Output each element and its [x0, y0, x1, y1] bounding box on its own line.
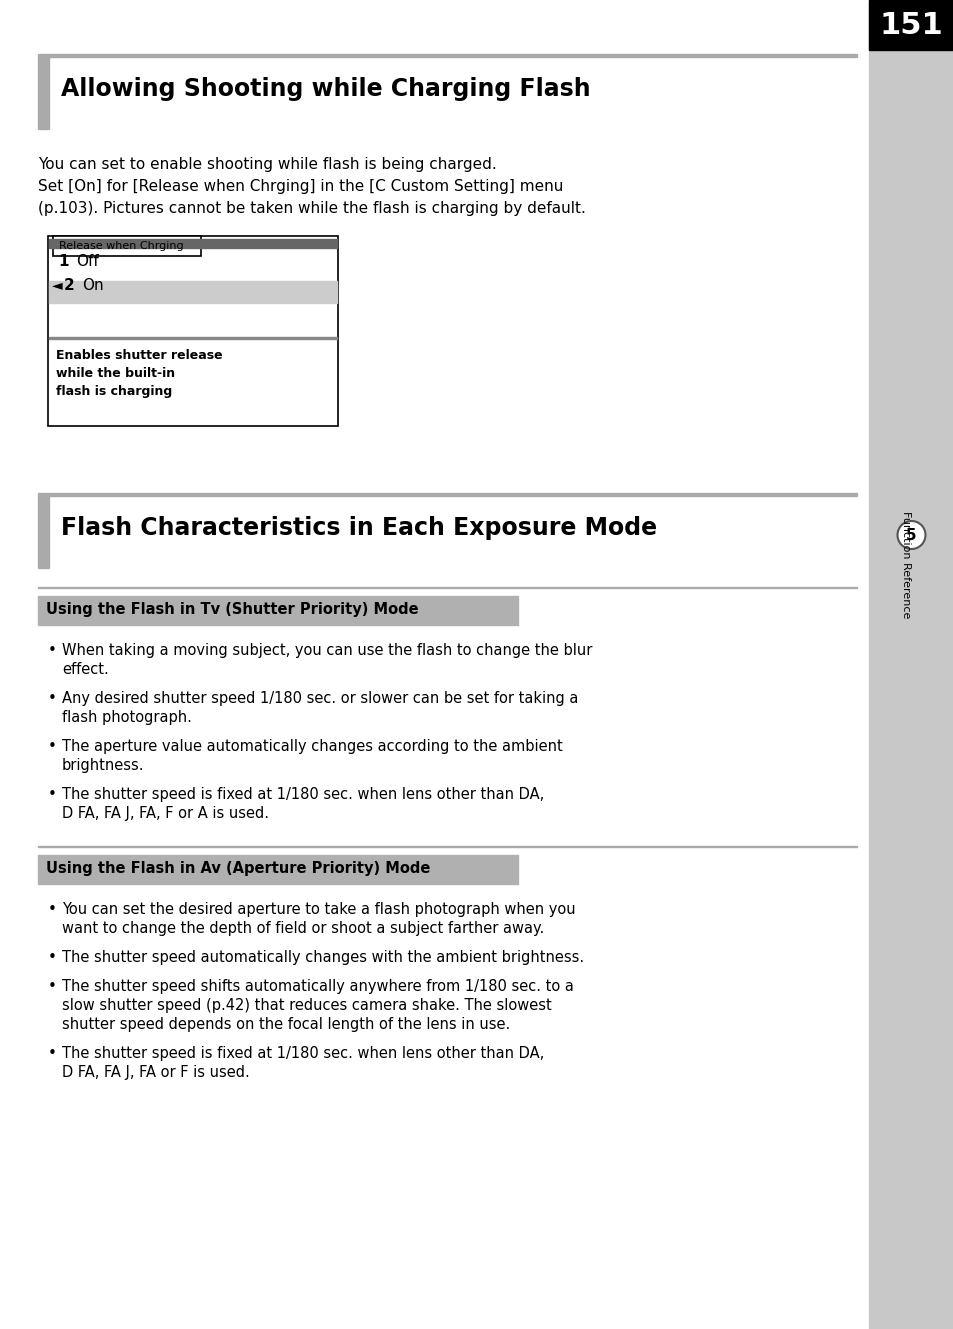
Text: The shutter speed is fixed at 1/180 sec. when lens other than DA,: The shutter speed is fixed at 1/180 sec.…: [62, 1046, 543, 1061]
Text: Flash Characteristics in Each Exposure Mode: Flash Characteristics in Each Exposure M…: [61, 516, 657, 540]
Text: •: •: [48, 691, 57, 706]
Text: Off: Off: [76, 254, 99, 268]
Bar: [38, 595, 517, 625]
Text: want to change the depth of field or shoot a subject farther away.: want to change the depth of field or sho…: [62, 921, 543, 936]
FancyBboxPatch shape: [53, 237, 201, 256]
Text: •: •: [48, 979, 57, 994]
Circle shape: [897, 521, 924, 549]
Text: brightness.: brightness.: [62, 758, 144, 773]
Text: while the built-in: while the built-in: [56, 367, 175, 380]
Text: Enables shutter release: Enables shutter release: [56, 350, 222, 361]
Text: Any desired shutter speed 1/180 sec. or slower can be set for taking a: Any desired shutter speed 1/180 sec. or …: [62, 691, 578, 706]
Text: (p.103). Pictures cannot be taken while the flash is charging by default.: (p.103). Pictures cannot be taken while …: [38, 201, 585, 217]
Text: 1: 1: [58, 254, 69, 268]
Text: effect.: effect.: [62, 662, 109, 676]
Text: You can set to enable shooting while flash is being charged.: You can set to enable shooting while fla…: [38, 157, 497, 171]
Bar: [38, 493, 856, 496]
Bar: [868, 0, 953, 51]
Bar: [38, 57, 49, 129]
Bar: [868, 0, 953, 1329]
Text: Function Reference: Function Reference: [901, 512, 910, 619]
Text: 2: 2: [64, 278, 74, 292]
Text: D FA, FA J, FA, F or A is used.: D FA, FA J, FA, F or A is used.: [62, 805, 269, 821]
Bar: [49, 239, 336, 249]
Bar: [38, 845, 856, 847]
Text: On: On: [82, 278, 104, 292]
Text: Using the Flash in Av (Aperture Priority) Mode: Using the Flash in Av (Aperture Priority…: [46, 861, 430, 876]
Text: When taking a moving subject, you can use the flash to change the blur: When taking a moving subject, you can us…: [62, 643, 592, 658]
Bar: [38, 54, 856, 57]
Text: The aperture value automatically changes according to the ambient: The aperture value automatically changes…: [62, 739, 562, 754]
Text: The shutter speed automatically changes with the ambient brightness.: The shutter speed automatically changes …: [62, 950, 583, 965]
Text: Using the Flash in Tv (Shutter Priority) Mode: Using the Flash in Tv (Shutter Priority)…: [46, 602, 418, 617]
Bar: [48, 237, 337, 427]
Text: •: •: [48, 643, 57, 658]
Text: •: •: [48, 902, 57, 917]
Text: 5: 5: [905, 528, 916, 542]
Text: You can set the desired aperture to take a flash photograph when you: You can set the desired aperture to take…: [62, 902, 575, 917]
Text: D FA, FA J, FA or F is used.: D FA, FA J, FA or F is used.: [62, 1065, 250, 1080]
Text: Allowing Shooting while Charging Flash: Allowing Shooting while Charging Flash: [61, 77, 590, 101]
Bar: [38, 855, 517, 884]
Text: •: •: [48, 787, 57, 801]
Text: 151: 151: [879, 11, 943, 40]
Text: flash photograph.: flash photograph.: [62, 710, 192, 726]
Text: slow shutter speed (p.42) that reduces camera shake. The slowest: slow shutter speed (p.42) that reduces c…: [62, 998, 551, 1013]
Bar: [38, 586, 856, 587]
Text: The shutter speed shifts automatically anywhere from 1/180 sec. to a: The shutter speed shifts automatically a…: [62, 979, 574, 994]
Text: •: •: [48, 1046, 57, 1061]
Bar: [49, 280, 336, 303]
Text: Set [On] for [Release when Chrging] in the [C Custom Setting] menu: Set [On] for [Release when Chrging] in t…: [38, 179, 563, 194]
Text: •: •: [48, 950, 57, 965]
Text: flash is charging: flash is charging: [56, 385, 172, 397]
Text: •: •: [48, 739, 57, 754]
Text: ◄: ◄: [52, 278, 63, 292]
Text: shutter speed depends on the focal length of the lens in use.: shutter speed depends on the focal lengt…: [62, 1017, 510, 1033]
Bar: [38, 496, 49, 567]
Text: Release when Chrging: Release when Chrging: [59, 241, 183, 251]
Text: The shutter speed is fixed at 1/180 sec. when lens other than DA,: The shutter speed is fixed at 1/180 sec.…: [62, 787, 543, 801]
Bar: [49, 338, 336, 339]
